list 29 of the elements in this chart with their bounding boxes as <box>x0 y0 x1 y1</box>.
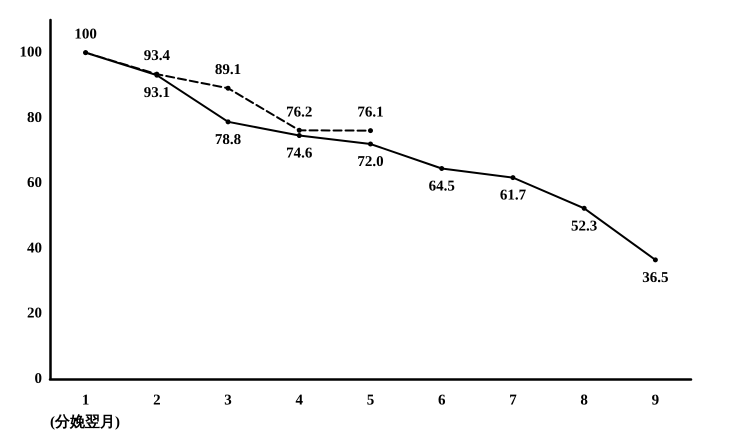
y-tick-label: 60 <box>27 175 42 192</box>
x-tick-label: 6 <box>438 392 446 408</box>
data-label: 89.1 <box>214 62 242 78</box>
data-label: 52.3 <box>571 218 598 234</box>
y-tick-label: 100 <box>20 44 42 61</box>
y-tick-label: 0 <box>34 371 42 387</box>
x-tick-label: 5 <box>366 392 374 408</box>
data-label: 72.0 <box>357 154 384 170</box>
x-tick-label: 3 <box>224 392 232 408</box>
x-tick-label: 7 <box>509 392 518 408</box>
data-label: 36.5 <box>642 270 669 286</box>
data-label: 61.7 <box>500 188 527 204</box>
data-label: 78.8 <box>214 132 242 148</box>
data-label: 93.4 <box>144 48 170 64</box>
data-label: 93.1 <box>144 85 170 102</box>
data-label: 76.1 <box>357 104 384 121</box>
x-tick-label: 2 <box>153 392 161 408</box>
x-axis-title: (分娩翌月) <box>50 414 120 430</box>
data-label: 64.5 <box>428 178 455 194</box>
x-tick-label: 1 <box>82 392 90 408</box>
x-tick-label: 8 <box>580 392 588 408</box>
data-label: 100 <box>74 26 97 43</box>
data-label: 74.6 <box>286 146 313 162</box>
y-tick-label: 80 <box>27 110 42 126</box>
y-tick-label: 40 <box>27 240 42 256</box>
y-tick-label: 20 <box>27 306 42 322</box>
x-tick-label: 9 <box>652 392 660 408</box>
data-label: 76.2 <box>286 104 312 120</box>
x-tick-label: 4 <box>296 392 304 408</box>
